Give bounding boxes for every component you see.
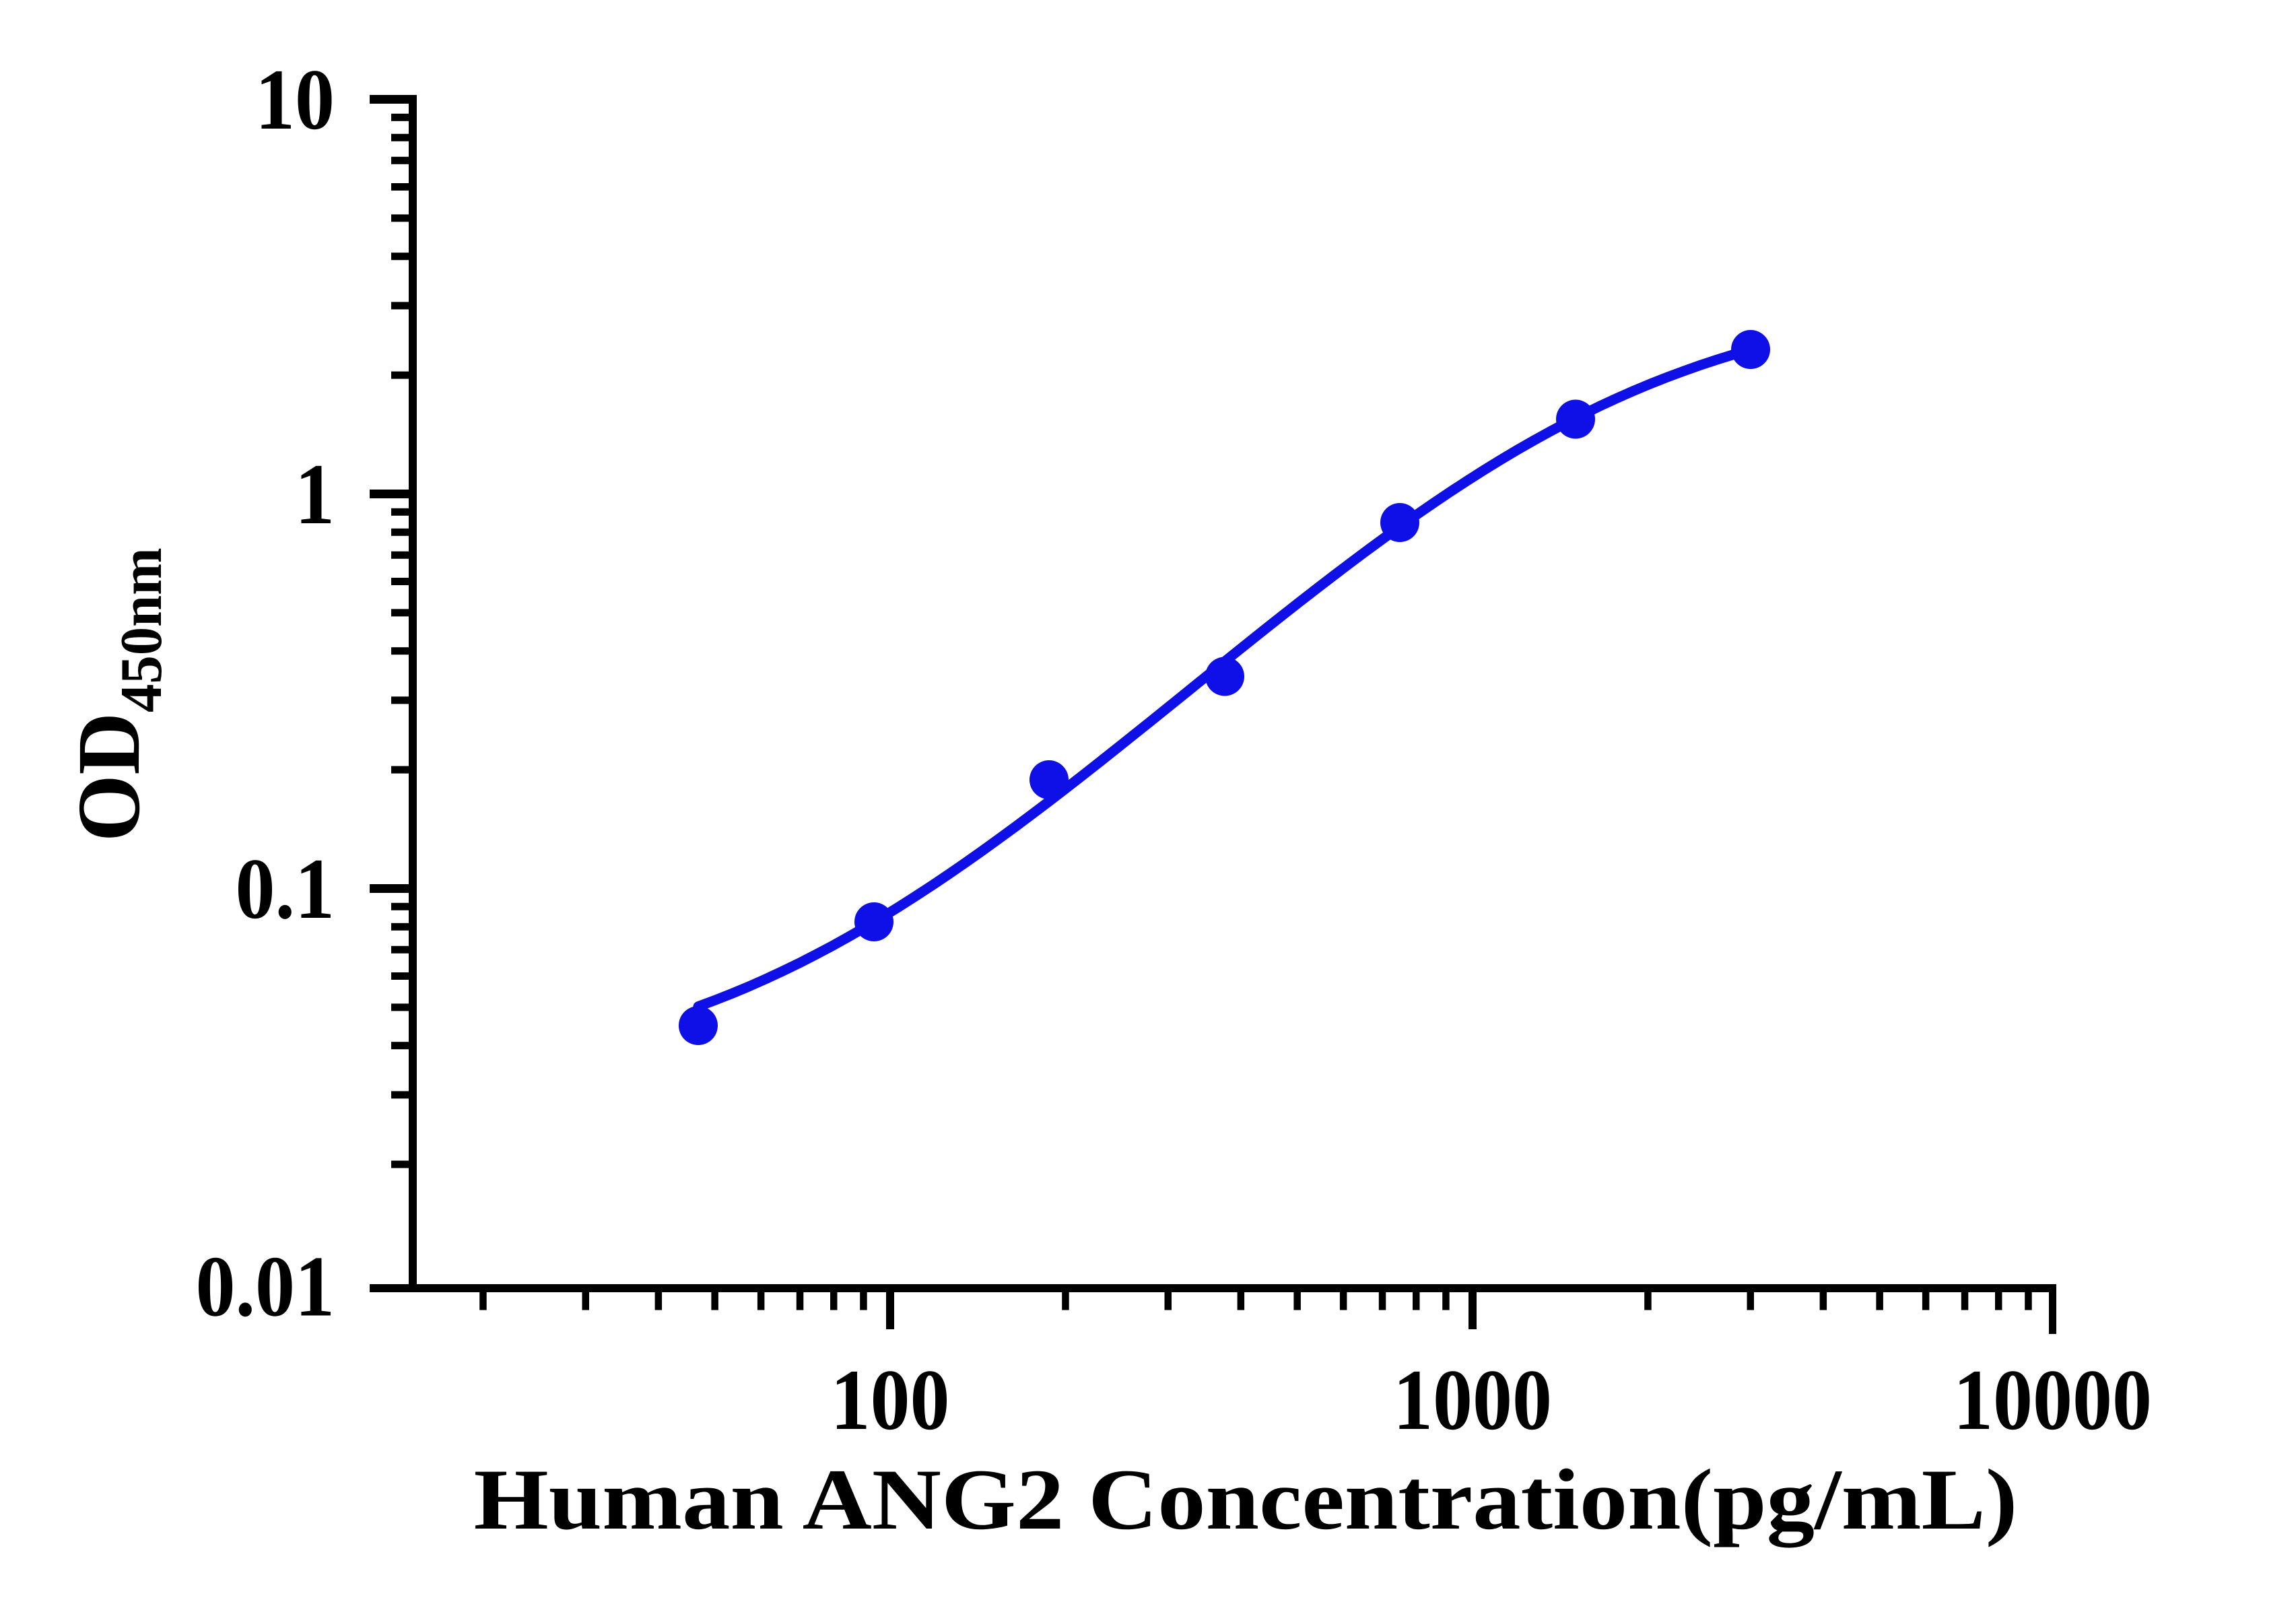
svg-text:0.01: 0.01 <box>196 1238 335 1335</box>
svg-text:1: 1 <box>295 446 335 542</box>
svg-text:10: 10 <box>255 51 335 147</box>
svg-text:100: 100 <box>831 1351 950 1448</box>
svg-text:10000: 10000 <box>1953 1351 2152 1448</box>
svg-text:Human ANG2 Concentration(pg/mL: Human ANG2 Concentration(pg/mL) <box>474 1452 2018 1547</box>
svg-text:1000: 1000 <box>1393 1351 1552 1448</box>
svg-text:0.1: 0.1 <box>236 840 335 937</box>
